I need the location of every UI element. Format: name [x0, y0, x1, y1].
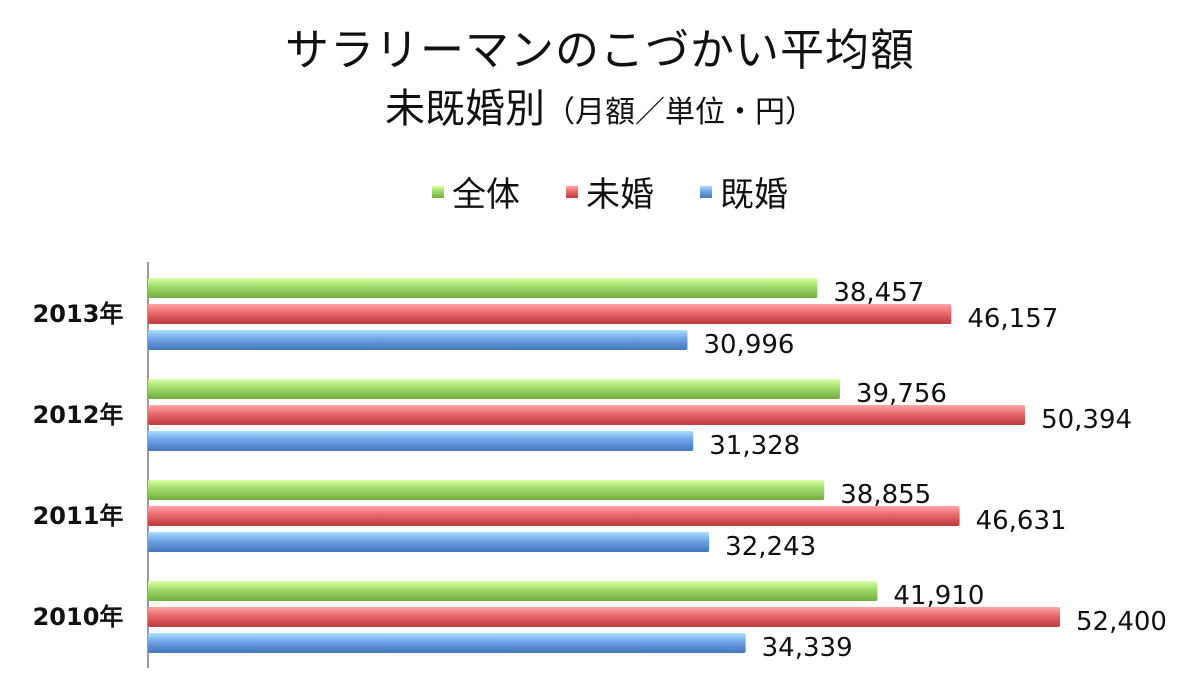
chart-subtitle-note: （月額／単位・円） — [545, 95, 815, 130]
bar — [148, 379, 840, 399]
bar — [148, 581, 878, 601]
category-label: 2010年 — [33, 603, 124, 631]
data-label: 46,631 — [976, 506, 1067, 536]
data-label: 41,910 — [893, 581, 984, 611]
bar — [148, 304, 952, 324]
chart-subtitle-main: 未既婚別 — [385, 86, 545, 132]
data-label: 50,394 — [1041, 405, 1132, 435]
bar — [148, 480, 825, 500]
chart-title: サラリーマンのこづかい平均額 — [285, 25, 915, 76]
bar — [148, 633, 746, 653]
data-label: 32,243 — [725, 532, 816, 562]
bar — [148, 278, 818, 298]
category-labels: 2013年 2012年 2011年 2010年 — [33, 300, 124, 631]
bar — [148, 532, 710, 552]
legend-swatch-1 — [566, 186, 578, 198]
data-label: 31,328 — [709, 431, 800, 461]
bar — [148, 330, 688, 350]
category-label: 2013年 — [33, 300, 124, 328]
data-label: 52,400 — [1076, 607, 1167, 637]
legend-label-0: 全体 — [452, 175, 520, 215]
chart-subtitle: 未既婚別（月額／単位・円） — [0, 76, 1200, 134]
data-label: 38,855 — [840, 480, 931, 510]
legend-label-2: 既婚 — [720, 175, 788, 215]
bar — [148, 607, 1060, 627]
legend-label-1: 未婚 — [586, 175, 654, 215]
category-label: 2011年 — [33, 502, 124, 530]
data-label: 39,756 — [856, 379, 947, 409]
value-labels: 38,457 46,157 30,996 39,756 50,394 31,328 38,8… — [703, 278, 1167, 663]
data-label: 38,457 — [833, 278, 924, 308]
bars-group — [148, 278, 1060, 653]
bar — [148, 431, 694, 451]
bar — [148, 506, 960, 526]
data-label: 34,339 — [762, 633, 853, 663]
legend: 全体 未婚 既婚 — [432, 175, 788, 215]
legend-swatch-2 — [700, 186, 712, 198]
legend-swatch-0 — [432, 186, 444, 198]
data-label: 30,996 — [703, 330, 794, 360]
bar — [148, 405, 1026, 425]
data-label: 46,157 — [967, 304, 1058, 334]
category-label: 2012年 — [33, 401, 124, 429]
